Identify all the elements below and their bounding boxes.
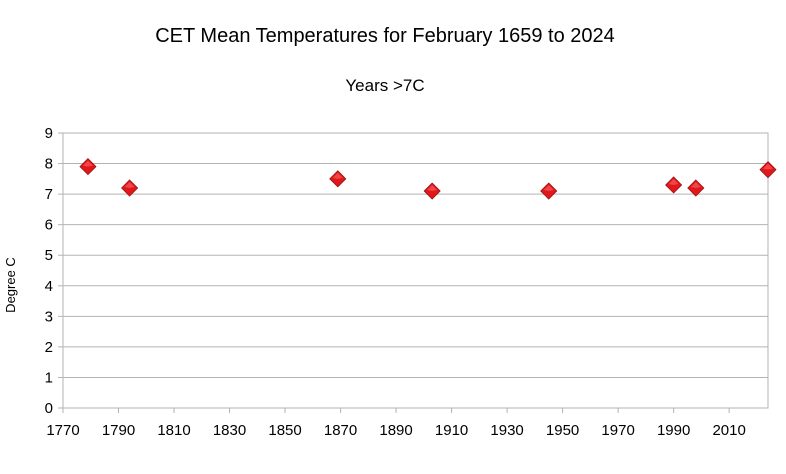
x-tick-label: 1870 xyxy=(324,422,357,439)
data-point xyxy=(665,176,683,194)
x-tick-label: 1970 xyxy=(601,422,634,439)
diamond-highlight xyxy=(82,160,93,167)
y-tick-label: 3 xyxy=(45,308,53,325)
diamond-highlight xyxy=(690,182,701,188)
x-tick-label: 1850 xyxy=(268,422,301,439)
x-tick-label: 1990 xyxy=(657,422,690,439)
chart-title: CET Mean Temperatures for February 1659 … xyxy=(155,25,615,47)
diamond-highlight xyxy=(332,172,343,179)
y-tick-label: 6 xyxy=(45,217,53,234)
data-point xyxy=(687,179,705,197)
data-point xyxy=(423,182,441,200)
diamond-highlight xyxy=(668,178,679,185)
diamond-highlight xyxy=(124,182,135,188)
data-point xyxy=(121,179,139,197)
x-tick-label: 1890 xyxy=(379,422,412,439)
axes xyxy=(62,132,769,409)
plot-area-border xyxy=(62,132,769,409)
tick-labels: 0 1 2 3 4 5 6 7 8 9 1770 1790 1810 1830 1850 1870 1890 19… xyxy=(45,125,746,439)
x-tick-label: 1830 xyxy=(213,422,246,439)
diamond-highlight xyxy=(763,163,773,170)
y-tick-label: 9 xyxy=(45,125,53,142)
y-tick-label: 4 xyxy=(45,278,53,295)
y-tick-label: 5 xyxy=(45,247,53,264)
diamond-highlight xyxy=(427,185,438,192)
x-tick-label: 1770 xyxy=(46,422,79,439)
x-tick-label: 1810 xyxy=(157,422,190,439)
x-tick-label: 1910 xyxy=(435,422,468,439)
x-tick-label: 1790 xyxy=(102,422,135,439)
data-point xyxy=(329,170,347,188)
x-tick-label: 2010 xyxy=(712,422,745,439)
y-tick-label: 1 xyxy=(45,369,53,386)
data-point xyxy=(79,158,97,176)
y-tick-label: 8 xyxy=(45,156,53,173)
y-tick-label: 7 xyxy=(45,186,53,203)
x-tick-label: 1930 xyxy=(490,422,523,439)
y-tick-label: 0 xyxy=(45,400,53,417)
data-point xyxy=(540,182,558,200)
chart-subtitle: Years >7C xyxy=(345,76,424,95)
y-tick-label: 2 xyxy=(45,339,53,356)
data-point xyxy=(759,161,777,179)
y-axis-label: Degree C xyxy=(3,257,18,313)
x-tick-label: 1950 xyxy=(546,422,579,439)
grid-lines xyxy=(58,132,768,413)
diamond-highlight xyxy=(543,185,554,192)
data-points xyxy=(79,158,777,200)
